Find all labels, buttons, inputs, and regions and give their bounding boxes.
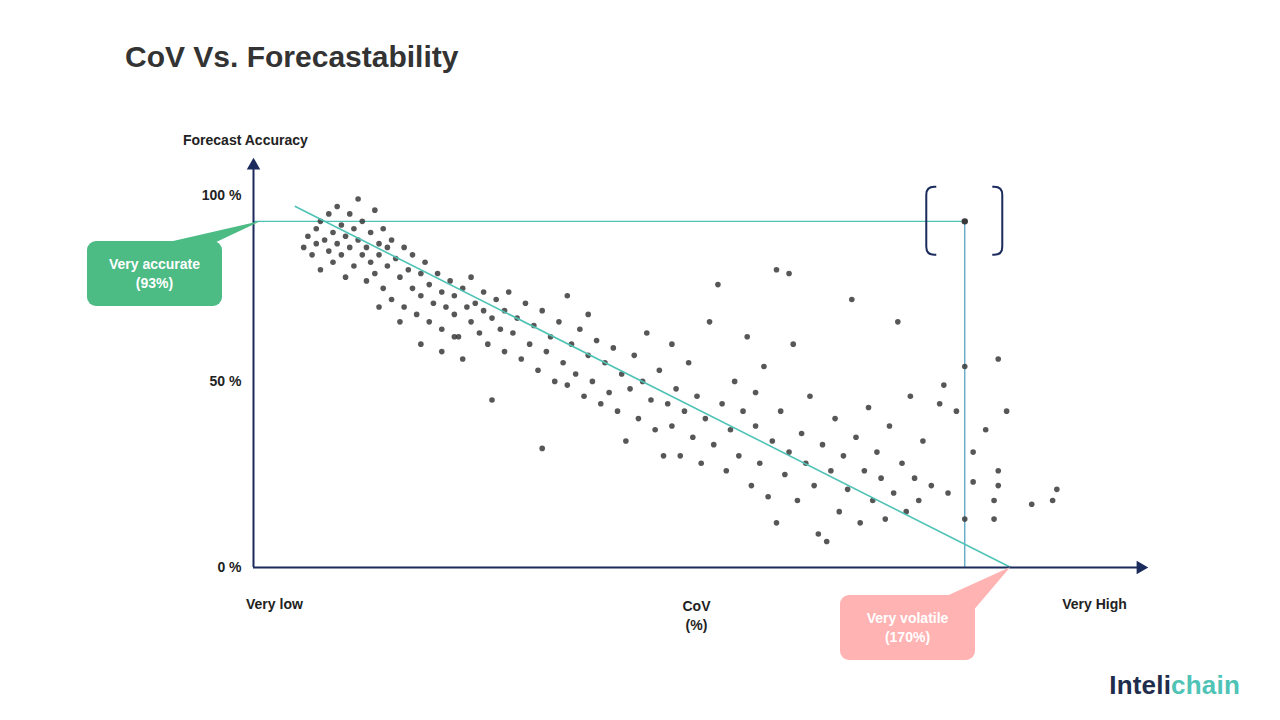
svg-text:50 %: 50 % xyxy=(210,373,242,389)
html-text:CoV Vs. Forecastability: CoV Vs. Forecastability xyxy=(125,40,459,73)
svg-text:Very High: Very High xyxy=(1062,596,1127,612)
html-text:CoV: CoV xyxy=(682,598,711,614)
html-text:Very accurate: Very accurate xyxy=(109,255,200,272)
html-text:Inteli chain: Inteli chain xyxy=(1109,670,1240,700)
svg-text:100 %: 100 % xyxy=(202,187,242,203)
svg-text:Very low: Very low xyxy=(246,596,303,612)
html-text:(93%): (93%) xyxy=(135,274,174,291)
html-text:Very volatile: Very volatile xyxy=(866,609,949,626)
svg-text:0 %: 0 % xyxy=(217,559,242,575)
html-text:Forecast Accuracy: Forecast Accuracy xyxy=(183,132,308,148)
html-text:(170%): (170%) xyxy=(884,628,931,645)
